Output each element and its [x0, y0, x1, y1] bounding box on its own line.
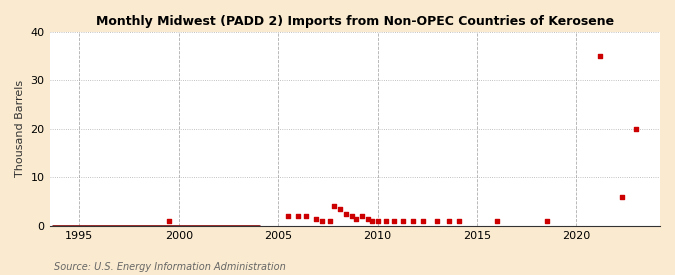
Point — [346, 214, 357, 218]
Point — [350, 216, 361, 221]
Point — [372, 219, 383, 223]
Point — [317, 219, 327, 223]
Point — [541, 219, 552, 223]
Text: Source: U.S. Energy Information Administration: Source: U.S. Energy Information Administ… — [54, 262, 286, 271]
Point — [163, 219, 174, 223]
Point — [283, 214, 294, 218]
Point — [329, 204, 340, 209]
Point — [325, 219, 335, 223]
Point — [293, 214, 304, 218]
Point — [300, 214, 311, 218]
Point — [630, 127, 641, 131]
Point — [454, 219, 464, 223]
Point — [356, 214, 367, 218]
Point — [310, 216, 321, 221]
Point — [367, 219, 377, 223]
Point — [362, 216, 373, 221]
Title: Monthly Midwest (PADD 2) Imports from Non-OPEC Countries of Kerosene: Monthly Midwest (PADD 2) Imports from No… — [96, 15, 614, 28]
Point — [617, 195, 628, 199]
Y-axis label: Thousand Barrels: Thousand Barrels — [15, 80, 25, 177]
Point — [408, 219, 418, 223]
Point — [388, 219, 399, 223]
Point — [432, 219, 443, 223]
Point — [444, 219, 455, 223]
Point — [491, 219, 502, 223]
Point — [418, 219, 429, 223]
Point — [340, 211, 351, 216]
Point — [398, 219, 409, 223]
Point — [380, 219, 391, 223]
Point — [595, 54, 605, 58]
Point — [334, 207, 345, 211]
